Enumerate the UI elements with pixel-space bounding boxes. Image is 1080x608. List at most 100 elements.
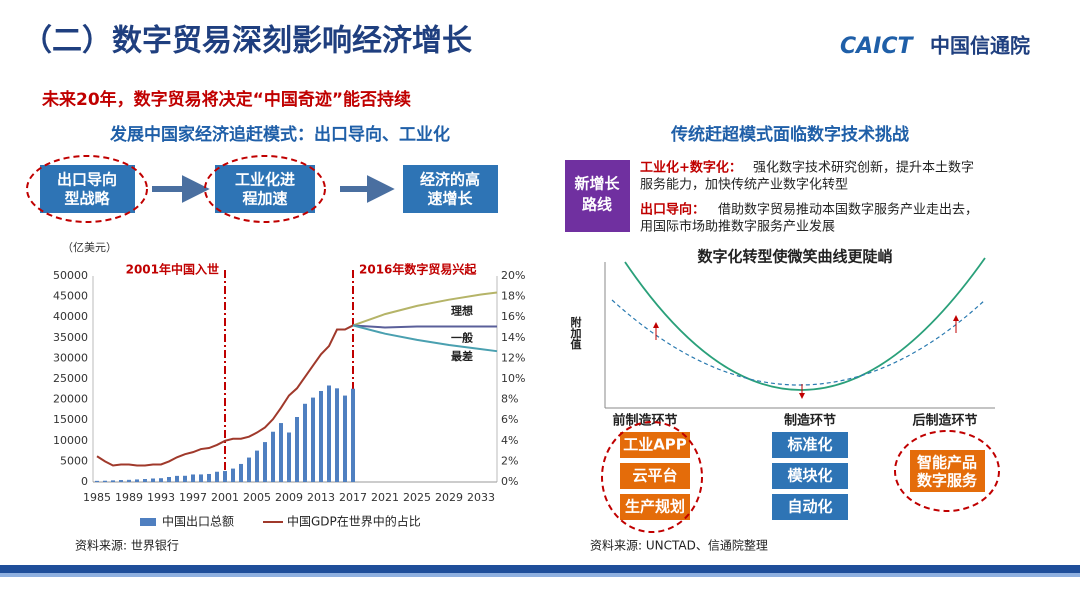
y2-tick-label: 4%	[501, 434, 518, 447]
line	[352, 324, 497, 329]
title: （二）数字贸易深刻影响经济增长	[22, 24, 472, 59]
bar	[159, 478, 163, 482]
stage: 制造环节	[784, 413, 836, 429]
bar	[319, 390, 323, 482]
x-tick-label: 1997	[179, 491, 207, 504]
y2-tick-label: 10%	[501, 372, 525, 385]
line	[352, 324, 498, 353]
line	[96, 324, 354, 467]
footer-band	[0, 565, 1080, 573]
bar	[135, 479, 139, 482]
y-tick-label: 30000	[53, 351, 88, 364]
bar	[119, 480, 123, 482]
annotation: 2001年中国入世	[126, 262, 219, 277]
bar	[263, 442, 267, 482]
legend-swatch	[140, 518, 156, 526]
y-tick-label: 25000	[53, 372, 88, 385]
stage-box	[620, 463, 690, 489]
source: 资料来源: 世界银行	[75, 539, 179, 553]
y-tick-label: 0	[81, 475, 88, 488]
chart: （亿美元） 0 5000 10000 15000 20000 25000 30000 3500…	[53, 241, 525, 529]
bar	[335, 388, 339, 482]
legend-label: 中国出口总额	[162, 514, 234, 529]
flow-box	[40, 165, 135, 213]
bar	[311, 397, 315, 482]
legend-label: 中国GDP在世界中的占比	[287, 514, 421, 529]
x-tick-label: 2001	[211, 491, 239, 504]
diagram-title: 数字化转型使微笑曲线更陡峭	[697, 248, 892, 266]
flow-text: 程加速	[242, 190, 287, 208]
diagram-y-label: 附加值	[569, 315, 583, 350]
stage: 前制造环节	[612, 413, 677, 429]
point-text: 强化数字技术研究创新，提升本土数字	[753, 160, 974, 176]
flow-text: 型战略	[64, 190, 110, 208]
flow-box	[215, 165, 315, 213]
stage-box	[772, 432, 848, 458]
x-tick-label: 2013	[307, 491, 335, 504]
stage-box	[620, 432, 690, 458]
y-tick-label: 50000	[53, 269, 88, 282]
stage-box-text: 工业APP	[623, 436, 687, 454]
line-label: 最差	[451, 349, 473, 363]
flow: 出口导向 型战略 工业化进 程加速 经济的高 速增长	[26, 155, 498, 223]
stage-box-text: 标准化	[786, 436, 832, 454]
bar	[191, 474, 195, 482]
bar	[247, 457, 251, 482]
bar	[223, 471, 227, 482]
x-tick-label: 2029	[435, 491, 463, 504]
stage-box-text: 生产规划	[625, 498, 685, 516]
line	[352, 291, 498, 327]
bar	[351, 388, 355, 482]
stage-box-text: 云平台	[632, 467, 677, 485]
bar	[239, 463, 243, 482]
line-label: 一般	[451, 330, 473, 344]
point-text: 用国际市场助推数字服务产业发展	[640, 219, 835, 235]
bar	[199, 474, 203, 482]
bar	[183, 475, 187, 482]
x-tick-label: 2009	[275, 491, 303, 504]
stage-box-text: 数字服务	[917, 472, 978, 490]
left-heading: 发展中国家经济追赶模式：出口导向、工业化	[109, 124, 450, 145]
stage: 后制造环节	[912, 413, 977, 429]
point-lead: 出口导向：	[640, 202, 705, 218]
y-tick-label: 20000	[53, 393, 88, 406]
arrow	[340, 175, 395, 203]
x-tick-label: 2017	[339, 491, 367, 504]
flow-text: 速增长	[427, 190, 473, 208]
y2-tick-label: 14%	[501, 331, 525, 344]
x-tick-label: 1993	[147, 491, 175, 504]
stage-box-text: 智能产品	[917, 454, 977, 472]
bar	[215, 471, 219, 482]
route-box	[565, 160, 630, 232]
y2-tick-label: 12%	[501, 351, 525, 364]
right-heading: 传统赶超模式面临数字技术挑战	[670, 124, 909, 145]
bar	[175, 475, 179, 482]
curve	[611, 299, 986, 386]
stage-box	[620, 494, 690, 520]
y2-tick-label: 2%	[501, 454, 518, 467]
bar	[111, 480, 115, 482]
logo-cn: 中国信通院	[930, 34, 1030, 58]
bar	[271, 431, 275, 482]
y2-tick-label: 16%	[501, 310, 525, 323]
headline: 未来20年，数字贸易将决定“中国奇迹”能否持续	[41, 89, 411, 110]
flow-text: 经济的高	[420, 171, 480, 189]
y2-tick-label: 6%	[501, 413, 518, 426]
stage-box-text: 自动化	[787, 498, 832, 516]
flow-box	[403, 165, 498, 213]
bar	[127, 479, 131, 482]
bar	[279, 423, 283, 482]
y-tick-label: 5000	[60, 454, 88, 467]
y-tick-label: 40000	[53, 310, 88, 323]
smile-diagram: 数字化转型使微笑曲线更陡峭 附加值 前制造环节 制造环节 后制造环节 工业APP…	[569, 248, 1000, 533]
x-tick-label: 1989	[115, 491, 143, 504]
flow-text: 工业化进	[235, 171, 295, 189]
y-tick-label: 35000	[53, 331, 88, 344]
x-tick-label: 2025	[403, 491, 431, 504]
bar	[255, 450, 259, 482]
point-text: 服务能力，加快传统产业数字化转型	[640, 177, 848, 193]
bar	[207, 473, 211, 482]
route-text: 新增长	[574, 175, 620, 193]
